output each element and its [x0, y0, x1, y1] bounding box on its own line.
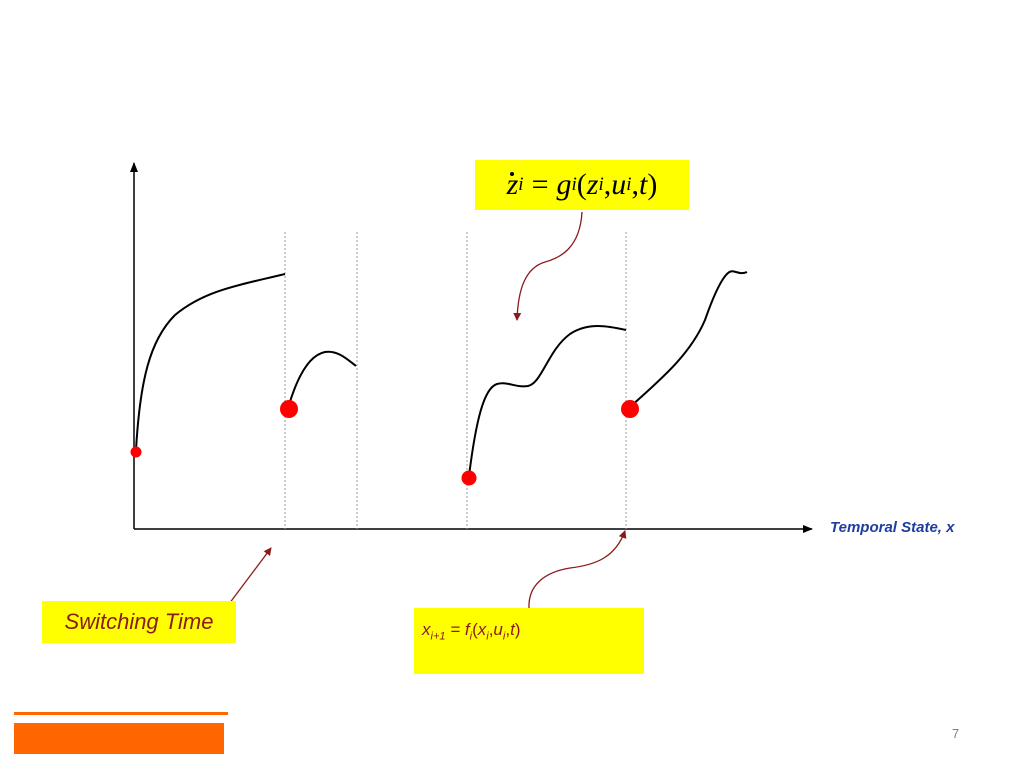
reset-map-pointer-arrow — [528, 530, 627, 609]
eq-open-paren: ( — [576, 168, 587, 201]
rm-a1: x — [477, 620, 487, 639]
footer-accent-line — [14, 712, 228, 715]
reset-map-equation: xi+1 = fi(xi,ui,t) — [414, 608, 644, 674]
page-number: 7 — [952, 726, 960, 741]
switching-time-pointer-arrow — [228, 547, 272, 605]
eq-close-paren: ) — [647, 168, 658, 201]
trajectory-segment-2 — [288, 350, 357, 406]
rm-sep1: , — [488, 620, 494, 639]
rm-a2-sub: i — [502, 630, 506, 643]
trajectory-segment-3 — [468, 325, 627, 477]
eq-arg1-sub: i — [598, 174, 604, 195]
x-axis-label: Temporal State, x — [830, 519, 955, 536]
trajectory-segment-4 — [629, 270, 748, 408]
eq-lhs-var: z — [506, 168, 519, 201]
eq-equals: = — [531, 168, 549, 201]
rm-f-sub: i — [469, 630, 473, 643]
eq-arg2-sub: i — [626, 174, 632, 195]
switching-time-text: Switching Time — [64, 609, 214, 634]
rm-a2: u — [493, 620, 503, 639]
rm-open: ( — [472, 620, 478, 639]
reset-state-marker-2 — [461, 470, 477, 486]
eq-arg1: z — [586, 168, 599, 201]
eq-func-sub: i — [571, 174, 577, 195]
footer-accent-bar — [14, 723, 224, 754]
trajectory-segment-1 — [135, 273, 286, 451]
eq-arg3: t — [639, 168, 648, 201]
reset-state-marker-1 — [280, 400, 298, 418]
reset-state-marker-3 — [621, 400, 639, 418]
eq-comma-2: , — [631, 168, 640, 201]
initial-state-marker — [130, 446, 142, 458]
rm-close: ) — [514, 620, 521, 639]
rm-a1-sub: i — [486, 630, 489, 643]
eq-comma-1: , — [603, 168, 612, 201]
rm-sep2: , — [505, 620, 511, 639]
rm-f: f — [464, 620, 470, 639]
rm-equals: = — [445, 620, 465, 639]
rm-x: x — [422, 620, 431, 639]
switching-time-label: Switching Time — [42, 601, 236, 643]
dynamics-pointer-arrow — [513, 211, 583, 321]
eq-func: g — [556, 168, 572, 201]
eq-arg2: u — [611, 168, 627, 201]
rm-a3: t — [510, 620, 515, 639]
continuous-dynamics-equation: z i = g i(z i, u i, t) — [475, 160, 689, 210]
eq-lhs-sub: i — [518, 174, 524, 195]
rm-x-sub: i+1 — [430, 630, 446, 643]
